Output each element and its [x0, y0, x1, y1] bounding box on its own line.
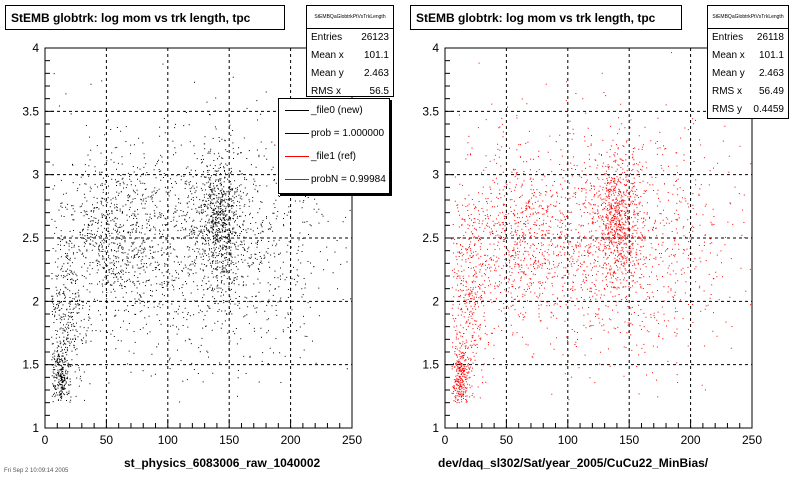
timestamp-footer: Fri Sep 2 10:09:14 2005 [4, 468, 69, 474]
left-stats-entries: Entries 26123 [311, 32, 389, 43]
y-tick-label: 2 [32, 294, 39, 308]
y-tick-label: 4 [432, 41, 439, 55]
left-stats-name: StEMBQaGlobtrkPtVsTrkLength [307, 6, 393, 29]
legend-entry-ref: _file1 (ref) [279, 145, 389, 168]
legend-entry-probn: probN = 0.99984 [279, 168, 389, 191]
y-tick-label: 1.5 [22, 358, 39, 372]
left-stats-mean-y: Mean y 2.463 [311, 68, 389, 79]
left-x-axis-title: st_physics_6083006_raw_1040002 [124, 456, 321, 470]
y-tick-label: 4 [32, 41, 39, 55]
left-stats-box: StEMBQaGlobtrkPtVsTrkLength Entries 26123… [306, 5, 394, 97]
legend: _file0 (new) prob = 1.000000 _file1 (ref… [278, 98, 390, 194]
legend-entry-new: _file0 (new) [279, 99, 389, 122]
right-title: StEMB globtrk: log mom vs trk length, tp… [410, 5, 682, 30]
left-plot: 0 50 100 150 200 250 1 1.5 2 2.5 3 3.5 4 [22, 41, 362, 447]
x-tick-label: 100 [158, 433, 178, 447]
right-stats-entries: Entries 26118 [712, 32, 784, 43]
y-tick-label: 2.5 [422, 231, 439, 245]
x-tick-label: 200 [281, 433, 301, 447]
right-stats-box: StEMBQaGlobtrkPtVsTrkLength Entries 26118… [707, 5, 789, 119]
right-plot: 0 50 100 150 200 250 1 1.5 2 2.5 3 3.5 4 [422, 41, 762, 447]
right-stats-name: StEMBQaGlobtrkPtVsTrkLength [708, 6, 788, 29]
y-tick-label: 3 [32, 168, 39, 182]
left-stats-mean-x: Mean x 101.1 [311, 50, 389, 61]
y-tick-label: 3.5 [422, 104, 439, 118]
x-tick-label: 250 [342, 433, 362, 447]
x-tick-label: 150 [219, 433, 239, 447]
axes: 0 50 100 150 200 250 1 1.5 2 2.5 3 3.5 4 [422, 41, 762, 447]
legend-entry-prob: prob = 1.000000 [279, 122, 389, 145]
x-tick-label: 150 [619, 433, 639, 447]
right-stats-mean-y: Mean y 2.463 [712, 68, 784, 79]
x-tick-label: 250 [742, 433, 762, 447]
y-tick-label: 2 [432, 294, 439, 308]
left-stats-rms-x: RMS x 56.5 [311, 86, 389, 97]
right-x-axis-title: dev/daq_sl302/Sat/year_2005/CuCu22_MinBi… [438, 456, 709, 470]
y-tick-label: 3.5 [22, 104, 39, 118]
x-tick-label: 0 [42, 433, 49, 447]
scatter-points [451, 52, 752, 404]
right-stats-rms-x: RMS x 56.49 [712, 86, 784, 97]
scatter-point-cloud [451, 52, 752, 404]
y-tick-label: 3 [432, 168, 439, 182]
right-stats-mean-x: Mean x 101.1 [712, 50, 784, 61]
left-title: StEMB globtrk: log mom vs trk length, tp… [5, 5, 285, 30]
axes: 0 50 100 150 200 250 1 1.5 2 2.5 3 3.5 4 [22, 41, 362, 447]
y-tick-label: 1.5 [422, 358, 439, 372]
x-tick-label: 0 [442, 433, 449, 447]
x-tick-label: 50 [500, 433, 514, 447]
y-tick-label: 1 [432, 421, 439, 435]
right-stats-rms-y: RMS y 0.4459 [712, 104, 784, 115]
x-tick-label: 200 [681, 433, 701, 447]
y-tick-label: 2.5 [22, 231, 39, 245]
x-tick-label: 100 [558, 433, 578, 447]
x-tick-label: 50 [100, 433, 114, 447]
y-tick-label: 1 [32, 421, 39, 435]
